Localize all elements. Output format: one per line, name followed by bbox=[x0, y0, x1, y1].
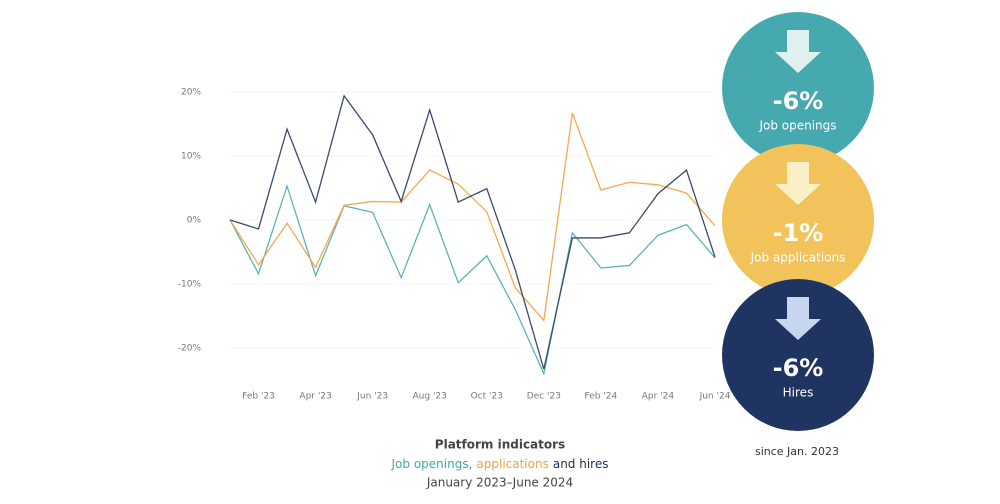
x-tick-label: Apr '23 bbox=[299, 392, 331, 402]
badge bbox=[722, 279, 874, 431]
y-tick-label: -10% bbox=[178, 280, 202, 290]
x-tick-label: Oct '23 bbox=[471, 392, 503, 402]
y-tick-label: 20% bbox=[181, 88, 201, 98]
badge bbox=[722, 12, 874, 164]
badge-arrow bbox=[775, 30, 821, 73]
chart-title: Platform indicators bbox=[435, 438, 565, 452]
series-line bbox=[229, 94, 716, 370]
subtitle-part: Job openings, bbox=[391, 457, 473, 471]
x-tick-label: Aug '23 bbox=[413, 392, 447, 402]
badge-label: Hires bbox=[783, 386, 814, 400]
x-tick-label: Apr '24 bbox=[642, 392, 675, 402]
x-tick-label: Dec '23 bbox=[527, 392, 561, 402]
subtitle-part: applications bbox=[476, 457, 548, 471]
y-tick-label: 0% bbox=[187, 216, 202, 226]
badge-value: -6% bbox=[773, 354, 824, 382]
x-tick-label: Jun '23 bbox=[356, 392, 388, 402]
y-tick-label: -20% bbox=[178, 344, 202, 354]
y-tick-label: 10% bbox=[181, 152, 201, 162]
badge-arrow bbox=[775, 297, 821, 340]
badge-arrow bbox=[775, 162, 821, 205]
x-tick-label: Feb '24 bbox=[585, 392, 618, 402]
badge bbox=[722, 144, 874, 296]
chart-period: January 2023–June 2024 bbox=[426, 476, 573, 490]
note: since Jan. 2023 bbox=[755, 445, 839, 458]
badge-label: Job openings bbox=[758, 119, 836, 133]
subtitle-part: and hires bbox=[553, 457, 609, 471]
badge-label: Job applications bbox=[750, 251, 846, 265]
badge-value: -6% bbox=[773, 87, 824, 115]
x-tick-label: Feb '23 bbox=[242, 392, 275, 402]
badge-value: -1% bbox=[773, 219, 824, 247]
x-tick-label: Jun '24 bbox=[699, 392, 731, 402]
chart-subtitle: Job openings, applications and hires bbox=[391, 457, 609, 471]
series-line bbox=[229, 112, 716, 322]
